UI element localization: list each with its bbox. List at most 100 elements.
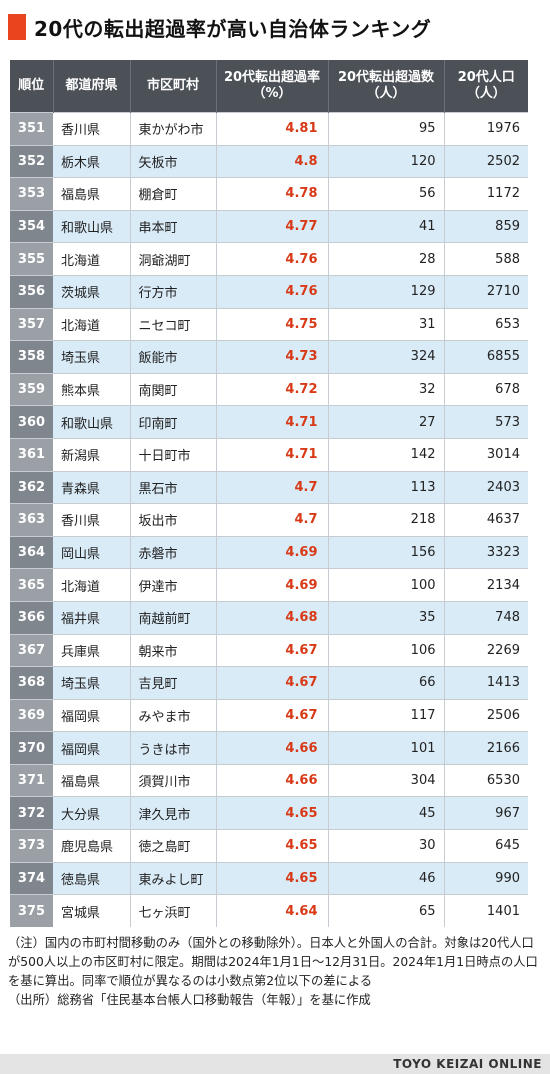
population-cell: 748	[444, 600, 528, 634]
rank-cell: 357	[10, 307, 53, 341]
municipality-cell: 赤磐市	[130, 535, 217, 569]
population-cell: 2403	[444, 470, 528, 504]
table-row: 354 和歌山県 串本町 4.77 41 859	[10, 209, 528, 243]
outflow-count-cell: 45	[328, 796, 445, 830]
rate-cell: 4.76	[216, 242, 329, 276]
rank-cell: 354	[10, 209, 53, 243]
rate-cell: 4.7	[216, 470, 329, 504]
municipality-cell: 坂出市	[130, 503, 217, 537]
rank-cell: 372	[10, 796, 53, 830]
rank-cell: 374	[10, 861, 53, 895]
municipality-cell: 津久見市	[130, 796, 217, 830]
population-cell: 6530	[444, 763, 528, 797]
header-rank: 順位	[10, 60, 54, 113]
outflow-count-cell: 113	[328, 470, 445, 504]
rank-cell: 369	[10, 698, 53, 732]
municipality-cell: 須賀川市	[130, 763, 217, 797]
outflow-count-cell: 100	[328, 568, 445, 602]
prefecture-cell: 和歌山県	[53, 405, 131, 439]
population-cell: 1172	[444, 177, 528, 211]
population-cell: 573	[444, 405, 528, 439]
population-cell: 678	[444, 372, 528, 406]
prefecture-cell: 栃木県	[53, 144, 131, 178]
rank-cell: 352	[10, 144, 53, 178]
outflow-count-cell: 41	[328, 209, 445, 243]
population-cell: 2134	[444, 568, 528, 602]
population-cell: 653	[444, 307, 528, 341]
table-row: 371 福島県 須賀川市 4.66 304 6530	[10, 763, 528, 797]
prefecture-cell: 大分県	[53, 796, 131, 830]
municipality-cell: 黒石市	[130, 470, 217, 504]
rank-cell: 360	[10, 405, 53, 439]
header-municipality: 市区町村	[130, 60, 217, 113]
table-row: 352 栃木県 矢板市 4.8 120 2502	[10, 144, 528, 178]
population-cell: 859	[444, 209, 528, 243]
outflow-count-cell: 101	[328, 731, 445, 765]
prefecture-cell: 北海道	[53, 242, 131, 276]
rate-cell: 4.67	[216, 633, 329, 667]
population-cell: 1976	[444, 112, 528, 146]
population-cell: 3014	[444, 437, 528, 472]
rank-cell: 363	[10, 503, 53, 537]
page-title: 20代の転出超過率が高い自治体ランキング	[34, 16, 432, 41]
municipality-cell: 印南町	[130, 405, 217, 439]
outflow-count-cell: 142	[328, 437, 445, 472]
outflow-count-cell: 156	[328, 535, 445, 569]
population-cell: 6855	[444, 340, 528, 374]
municipality-cell: 伊達市	[130, 568, 217, 602]
rate-cell: 4.66	[216, 731, 329, 765]
rate-cell: 4.69	[216, 535, 329, 569]
outflow-count-cell: 31	[328, 307, 445, 341]
prefecture-cell: 福岡県	[53, 698, 131, 732]
municipality-cell: 徳之島町	[130, 829, 217, 863]
table-row: 359 熊本県 南関町 4.72 32 678	[10, 372, 528, 406]
prefecture-cell: 香川県	[53, 112, 131, 146]
rank-cell: 375	[10, 894, 53, 927]
outflow-count-cell: 28	[328, 242, 445, 276]
rate-cell: 4.65	[216, 861, 329, 895]
prefecture-cell: 福島県	[53, 763, 131, 797]
table-header-row: 順位 都道府県 市区町村 20代転出超過率 （%） 20代転出超過数 （人） 20代…	[10, 60, 528, 113]
header-outflow-rate: 20代転出超過率 （%）	[216, 60, 329, 113]
header-prefecture: 都道府県	[53, 60, 131, 113]
rank-cell: 362	[10, 470, 53, 504]
municipality-cell: 東かがわ市	[130, 112, 217, 146]
footer-text: TOYO KEIZAI ONLINE	[393, 1057, 542, 1071]
rate-cell: 4.76	[216, 274, 329, 309]
outflow-count-cell: 218	[328, 503, 445, 537]
prefecture-cell: 宮城県	[53, 894, 131, 927]
rate-cell: 4.71	[216, 405, 329, 439]
prefecture-cell: 新潟県	[53, 437, 131, 472]
prefecture-cell: 兵庫県	[53, 633, 131, 667]
population-cell: 2710	[444, 274, 528, 309]
table-row: 357 北海道 ニセコ町 4.75 31 653	[10, 307, 528, 341]
rate-cell: 4.67	[216, 666, 329, 700]
table-row: 370 福岡県 うきは市 4.66 101 2166	[10, 731, 528, 765]
population-cell: 4637	[444, 503, 528, 537]
prefecture-cell: 福岡県	[53, 731, 131, 765]
prefecture-cell: 福井県	[53, 600, 131, 634]
prefecture-cell: 香川県	[53, 503, 131, 537]
population-cell: 990	[444, 861, 528, 895]
rank-cell: 355	[10, 242, 53, 276]
rank-cell: 370	[10, 731, 53, 765]
table-row: 356 茨城県 行方市 4.76 129 2710	[10, 274, 528, 309]
header-population: 20代人口 （人）	[444, 60, 528, 113]
rank-cell: 366	[10, 600, 53, 634]
outflow-count-cell: 106	[328, 633, 445, 667]
table-row: 372 大分県 津久見市 4.65 45 967	[10, 796, 528, 830]
outflow-count-cell: 32	[328, 372, 445, 406]
municipality-cell: みやま市	[130, 698, 217, 732]
municipality-cell: うきは市	[130, 731, 217, 765]
prefecture-cell: 鹿児島県	[53, 829, 131, 863]
table-row: 353 福島県 棚倉町 4.78 56 1172	[10, 177, 528, 211]
population-cell: 2166	[444, 731, 528, 765]
prefecture-cell: 埼玉県	[53, 340, 131, 374]
table-row: 373 鹿児島県 徳之島町 4.65 30 645	[10, 829, 528, 863]
rank-cell: 353	[10, 177, 53, 211]
municipality-cell: 行方市	[130, 274, 217, 309]
rank-cell: 368	[10, 666, 53, 700]
rate-cell: 4.67	[216, 698, 329, 732]
rank-cell: 367	[10, 633, 53, 667]
municipality-cell: ニセコ町	[130, 307, 217, 341]
